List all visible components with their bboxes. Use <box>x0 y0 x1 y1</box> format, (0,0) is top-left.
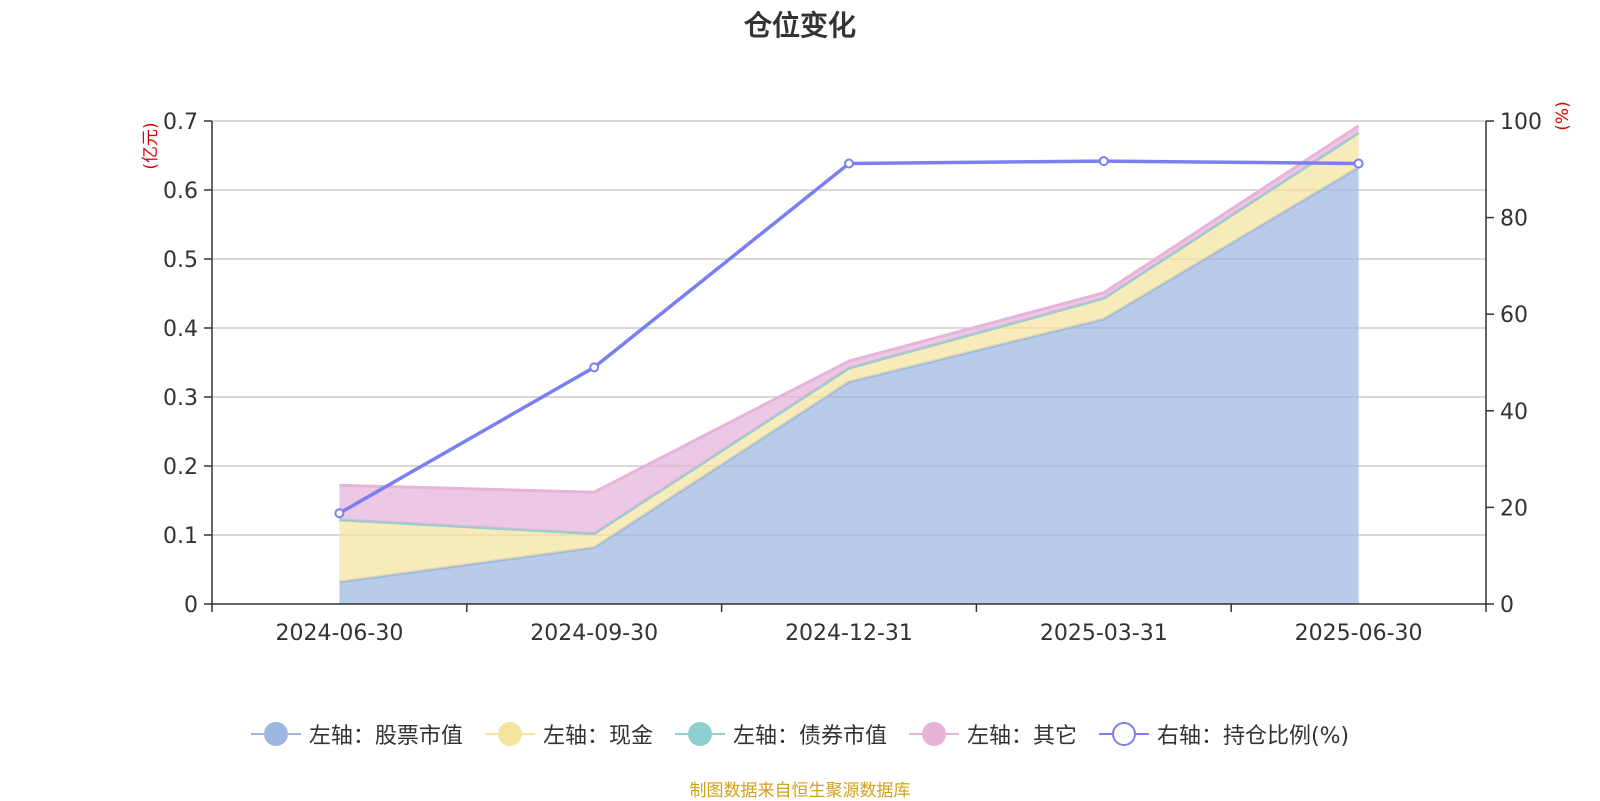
left-tick-label: 0 <box>184 593 198 618</box>
legend-label-cash: 左轴：现金 <box>542 724 653 749</box>
legend-marker-cash <box>484 722 535 746</box>
legend-item-stock[interactable]: 左轴：股票市值 <box>250 718 463 750</box>
x-tick-label: 2024-09-30 <box>530 621 658 646</box>
area-fill <box>339 167 1359 604</box>
legend-item-cash[interactable]: 左轴：现金 <box>484 718 653 750</box>
right-tick-label: 80 <box>1500 207 1528 232</box>
left-tick-label: 0.5 <box>163 248 198 273</box>
chart-title: 仓位变化 <box>743 9 856 42</box>
area-fill <box>339 132 1359 582</box>
legend-label-other: 左轴：其它 <box>966 724 1077 749</box>
left-tick-label: 0.4 <box>163 317 198 342</box>
right-tick-label: 60 <box>1500 303 1528 328</box>
source-note: 制图数据来自恒生聚源数据库 <box>689 781 911 801</box>
right-tick-label: 40 <box>1500 400 1528 425</box>
ratio-point <box>844 158 854 169</box>
chart-legend: 左轴：股票市值 左轴：现金 左轴：债券市值 左轴：其它 右轴：持仓比例(%) <box>0 718 1600 750</box>
legend-item-bond[interactable]: 左轴：债券市值 <box>674 718 887 750</box>
legend-marker-ratio <box>1098 722 1149 746</box>
legend-label-ratio: 右轴：持仓比例(%) <box>1156 724 1350 749</box>
legend-item-ratio[interactable]: 右轴：持仓比例(%) <box>1098 718 1350 750</box>
left-tick-label: 0.3 <box>163 386 198 411</box>
legend-label-stock: 左轴：股票市值 <box>308 724 463 749</box>
right-axis-unit-label: (%) <box>1553 101 1573 130</box>
left-tick-label: 0.6 <box>163 179 198 204</box>
ratio-point <box>1353 158 1364 169</box>
legend-marker-bond <box>674 722 725 746</box>
legend-marker-stock <box>250 722 301 746</box>
ratio-point <box>589 362 600 373</box>
x-tick-label: 2025-03-31 <box>1040 621 1168 646</box>
left-tick-label: 0.7 <box>163 110 198 135</box>
ratio-point <box>334 508 345 519</box>
legend-marker-other <box>908 722 959 746</box>
right-tick-label: 0 <box>1500 593 1514 618</box>
right-tick-label: 100 <box>1500 110 1542 135</box>
left-tick-label: 0.2 <box>163 455 198 480</box>
area-edge-line <box>339 124 1360 494</box>
x-tick-label: 2024-06-30 <box>275 621 403 646</box>
x-tick-label: 2025-06-30 <box>1295 621 1423 646</box>
left-tick-label: 0.1 <box>163 524 198 549</box>
left-axis-unit-label: (亿元) <box>141 122 161 169</box>
right-tick-label: 20 <box>1500 496 1528 521</box>
position-change-chart: 0 0.1 0.2 0.3 0.4 0.5 0.6 0.7 0 20 40 60 80 100 2024-0… <box>141 101 1573 646</box>
x-tick-label: 2024-12-31 <box>785 621 913 646</box>
legend-item-other[interactable]: 左轴：其它 <box>908 718 1077 750</box>
ratio-point <box>1098 156 1109 167</box>
area-fill <box>339 125 1359 534</box>
legend-label-bond: 左轴：债券市值 <box>732 724 887 749</box>
